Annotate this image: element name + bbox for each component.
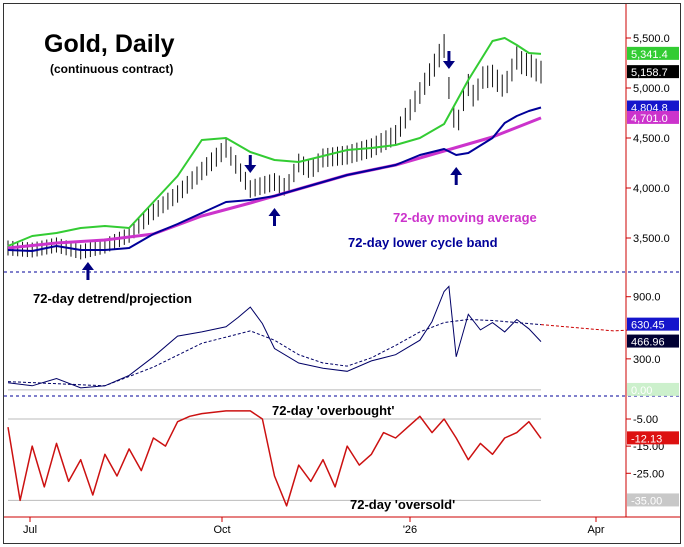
detrend-line bbox=[7, 285, 542, 389]
price-tag-box bbox=[627, 110, 679, 124]
x-tick-label: Oct bbox=[213, 524, 230, 536]
x-axis: Jul Oct '26 Apr bbox=[23, 517, 605, 536]
oscillator-value-tags: -12.13 -35.00 bbox=[627, 431, 679, 507]
price-series-lines bbox=[7, 37, 542, 252]
oscillator-line bbox=[7, 410, 542, 507]
up-arrow-head bbox=[81, 262, 94, 270]
up-arrow-head bbox=[268, 208, 281, 216]
price-tag-box bbox=[627, 46, 679, 60]
lower-band-annotation: 72-day lower cycle band bbox=[348, 235, 498, 250]
down-arrow-head bbox=[442, 61, 455, 69]
detrend-value-tags: 630.45 466.96 0.00 bbox=[627, 317, 679, 397]
detrend-tag-box bbox=[627, 334, 679, 348]
lower-band-line bbox=[7, 106, 542, 252]
upper-band-line bbox=[7, 37, 542, 247]
oversold-annotation: 72-day 'oversold' bbox=[350, 497, 455, 512]
oscillator-axis-ticks: -5.00-15.00-25.00 bbox=[626, 414, 664, 480]
oscillator-panel: -5.00-15.00-25.00 -12.13 -35.00 72-day 'o… bbox=[7, 403, 679, 512]
cycle-arrows bbox=[81, 51, 463, 280]
price-axis-ticks: 3,500.0 4,000.0 4,500.0 5,000.0 5,500.0 bbox=[626, 33, 670, 245]
detrend-tag-label: 630.45 bbox=[631, 320, 665, 332]
projection-line bbox=[7, 318, 542, 387]
x-tick-label: Jul bbox=[23, 524, 37, 536]
oscillator-tag-box bbox=[627, 431, 679, 445]
detrend-tag-label: 466.96 bbox=[631, 337, 665, 349]
price-tag-label: 4,701.0 bbox=[631, 113, 668, 125]
x-tick-label: Apr bbox=[587, 524, 604, 536]
price-panel: 3,500.0 4,000.0 4,500.0 5,000.0 5,500.0 5,34… bbox=[7, 30, 679, 280]
detrend-panel: 300.0 900.0 630.45 466.96 0.00 72-day detre… bbox=[7, 285, 679, 397]
oscillator-tag-label: -12.13 bbox=[631, 433, 662, 445]
moving-average-annotation: 72-day moving average bbox=[393, 210, 537, 225]
oscillator-tag-label: -35.00 bbox=[631, 495, 662, 507]
detrend-tick-label: 300.0 bbox=[633, 354, 661, 366]
price-tick-label: 5,500.0 bbox=[633, 33, 670, 45]
price-tick-label: 4,000.0 bbox=[633, 183, 670, 195]
detrend-title: 72-day detrend/projection bbox=[33, 291, 192, 306]
price-tag-box bbox=[627, 65, 679, 79]
detrend-tick-label: 900.0 bbox=[633, 292, 661, 304]
chart-title: Gold, Daily bbox=[44, 30, 175, 58]
chart-border bbox=[3, 3, 681, 544]
down-arrow-head bbox=[244, 165, 257, 174]
detrend-tag-box bbox=[627, 317, 679, 331]
up-arrow-head bbox=[450, 167, 463, 175]
price-tag-box bbox=[627, 100, 679, 114]
oscillator-tag-box bbox=[627, 493, 679, 507]
detrend-tag-label: 0.00 bbox=[631, 385, 652, 397]
detrend-axis-ticks: 300.0 900.0 bbox=[626, 292, 661, 366]
price-value-tags: 5,341.45,158.74,804.84,701.0 bbox=[627, 46, 679, 125]
price-tick-label: 3,500.0 bbox=[633, 233, 670, 245]
overbought-annotation: 72-day 'overbought' bbox=[272, 403, 394, 418]
price-tick-label: 4,500.0 bbox=[633, 133, 670, 145]
chart-subtitle: (continuous contract) bbox=[50, 62, 173, 76]
price-tick-label: 5,000.0 bbox=[633, 83, 670, 95]
price-tag-label: 5,158.7 bbox=[631, 67, 668, 79]
x-tick-label: '26 bbox=[403, 524, 417, 536]
oscillator-tick-label: -5.00 bbox=[633, 414, 658, 426]
price-tag-label: 5,341.4 bbox=[631, 49, 668, 61]
oscillator-series-lines bbox=[7, 410, 542, 507]
oscillator-tick-label: -25.00 bbox=[633, 468, 664, 480]
detrend-tag-box bbox=[627, 382, 679, 396]
